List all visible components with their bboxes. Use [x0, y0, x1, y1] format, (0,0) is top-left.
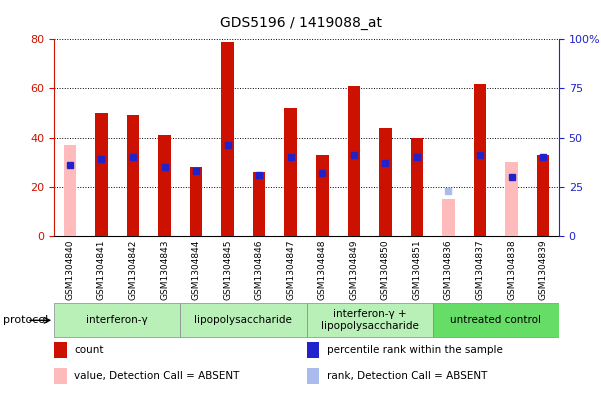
- Bar: [442, 199, 455, 236]
- Bar: [54, 342, 67, 358]
- Bar: [253, 172, 266, 236]
- Text: interferon-γ +
lipopolysaccharide: interferon-γ + lipopolysaccharide: [321, 310, 418, 331]
- Text: interferon-γ: interferon-γ: [87, 315, 148, 325]
- Bar: [54, 368, 67, 384]
- Bar: [505, 162, 518, 236]
- Bar: [410, 138, 423, 236]
- Bar: [64, 145, 76, 236]
- Text: lipopolysaccharide: lipopolysaccharide: [195, 315, 292, 325]
- Text: GSM1304840: GSM1304840: [66, 239, 75, 299]
- Bar: [190, 167, 203, 236]
- Bar: [307, 342, 319, 358]
- Text: GSM1304836: GSM1304836: [444, 239, 453, 300]
- Bar: [474, 83, 486, 236]
- FancyBboxPatch shape: [307, 303, 433, 337]
- FancyBboxPatch shape: [180, 303, 307, 337]
- Text: GSM1304844: GSM1304844: [192, 239, 201, 299]
- Text: GSM1304851: GSM1304851: [412, 239, 421, 300]
- Bar: [127, 116, 139, 236]
- Text: count: count: [75, 345, 104, 355]
- Text: GSM1304848: GSM1304848: [318, 239, 327, 299]
- Text: GSM1304846: GSM1304846: [255, 239, 264, 299]
- Bar: [537, 155, 549, 236]
- Text: GSM1304841: GSM1304841: [97, 239, 106, 299]
- Text: GSM1304843: GSM1304843: [160, 239, 169, 299]
- Text: protocol: protocol: [3, 315, 48, 325]
- Bar: [347, 86, 360, 236]
- Text: GSM1304847: GSM1304847: [286, 239, 295, 299]
- Text: rank, Detection Call = ABSENT: rank, Detection Call = ABSENT: [327, 371, 487, 381]
- Text: GSM1304838: GSM1304838: [507, 239, 516, 300]
- Bar: [284, 108, 297, 236]
- FancyBboxPatch shape: [54, 303, 180, 337]
- Text: GSM1304839: GSM1304839: [538, 239, 548, 300]
- Text: value, Detection Call = ABSENT: value, Detection Call = ABSENT: [75, 371, 240, 381]
- Bar: [221, 42, 234, 236]
- Text: percentile rank within the sample: percentile rank within the sample: [327, 345, 502, 355]
- Text: GSM1304837: GSM1304837: [475, 239, 484, 300]
- Text: GSM1304849: GSM1304849: [349, 239, 358, 299]
- Text: GSM1304845: GSM1304845: [223, 239, 232, 299]
- Bar: [316, 155, 329, 236]
- Text: GDS5196 / 1419088_at: GDS5196 / 1419088_at: [219, 16, 382, 30]
- Bar: [307, 368, 319, 384]
- Bar: [379, 128, 392, 236]
- FancyBboxPatch shape: [433, 303, 559, 337]
- Text: GSM1304850: GSM1304850: [381, 239, 390, 300]
- Text: untreated control: untreated control: [450, 315, 542, 325]
- Text: GSM1304842: GSM1304842: [129, 239, 138, 299]
- Bar: [95, 113, 108, 236]
- Bar: [158, 135, 171, 236]
